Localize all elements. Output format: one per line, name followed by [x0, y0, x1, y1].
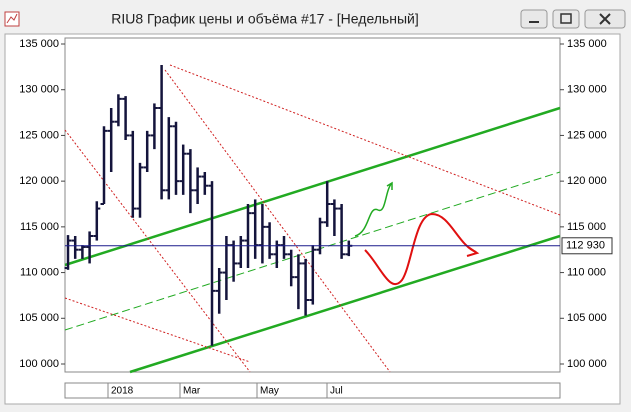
forecast-up [354, 182, 393, 237]
fan-line [64, 129, 251, 373]
last-price-label: 112 930 [566, 240, 605, 252]
plot-area [64, 37, 561, 373]
window-title: RIU8 График цены и объёма #17 - [Недельн… [111, 11, 418, 27]
x-tick-label: 2018 [111, 386, 134, 397]
fan-line [64, 297, 251, 363]
fan-line [164, 69, 391, 373]
channel-lower [129, 234, 561, 374]
y2-tick-label: 115 000 [567, 221, 606, 233]
y-tick-label: 110 000 [20, 266, 59, 278]
y2-tick-label: 100 000 [567, 358, 607, 370]
y-tick-label: 105 000 [19, 312, 59, 324]
restore-glyph [560, 13, 572, 24]
restore-button[interactable] [552, 9, 580, 29]
channel-upper [64, 106, 561, 267]
x-tick-label: Jul [330, 386, 343, 397]
y-tick-label: 100 000 [19, 358, 59, 370]
drawings [64, 64, 561, 374]
y2-tick-label: 135 000 [567, 38, 607, 50]
y2-tick-label: 105 000 [567, 312, 607, 324]
y2-tick-label: 130 000 [567, 84, 607, 96]
y-tick-label: 120 000 [19, 175, 59, 187]
fan-line [169, 64, 561, 216]
y-tick-label: 125 000 [19, 129, 59, 141]
window-icon-glyph [6, 13, 18, 24]
x-axis-strip [64, 382, 561, 399]
y2-tick-label: 125 000 [567, 129, 607, 141]
y-tick-label: 130 000 [19, 84, 59, 96]
y-tick-label: 135 000 [19, 38, 59, 50]
window-icon [4, 11, 20, 27]
x-tick-label: May [260, 386, 279, 397]
forecast-down-head [466, 246, 480, 257]
last-price-box [561, 237, 613, 255]
forecast-down [364, 212, 477, 285]
forecast-up-head [386, 181, 393, 190]
y2-tick-label: 110 000 [567, 266, 606, 278]
y2-tick-label: 120 000 [567, 175, 607, 187]
minimize-button[interactable] [520, 9, 548, 29]
x-tick-label: Mar [183, 386, 201, 397]
y-tick-label: 115 000 [20, 221, 59, 233]
close-glyph [599, 13, 611, 25]
